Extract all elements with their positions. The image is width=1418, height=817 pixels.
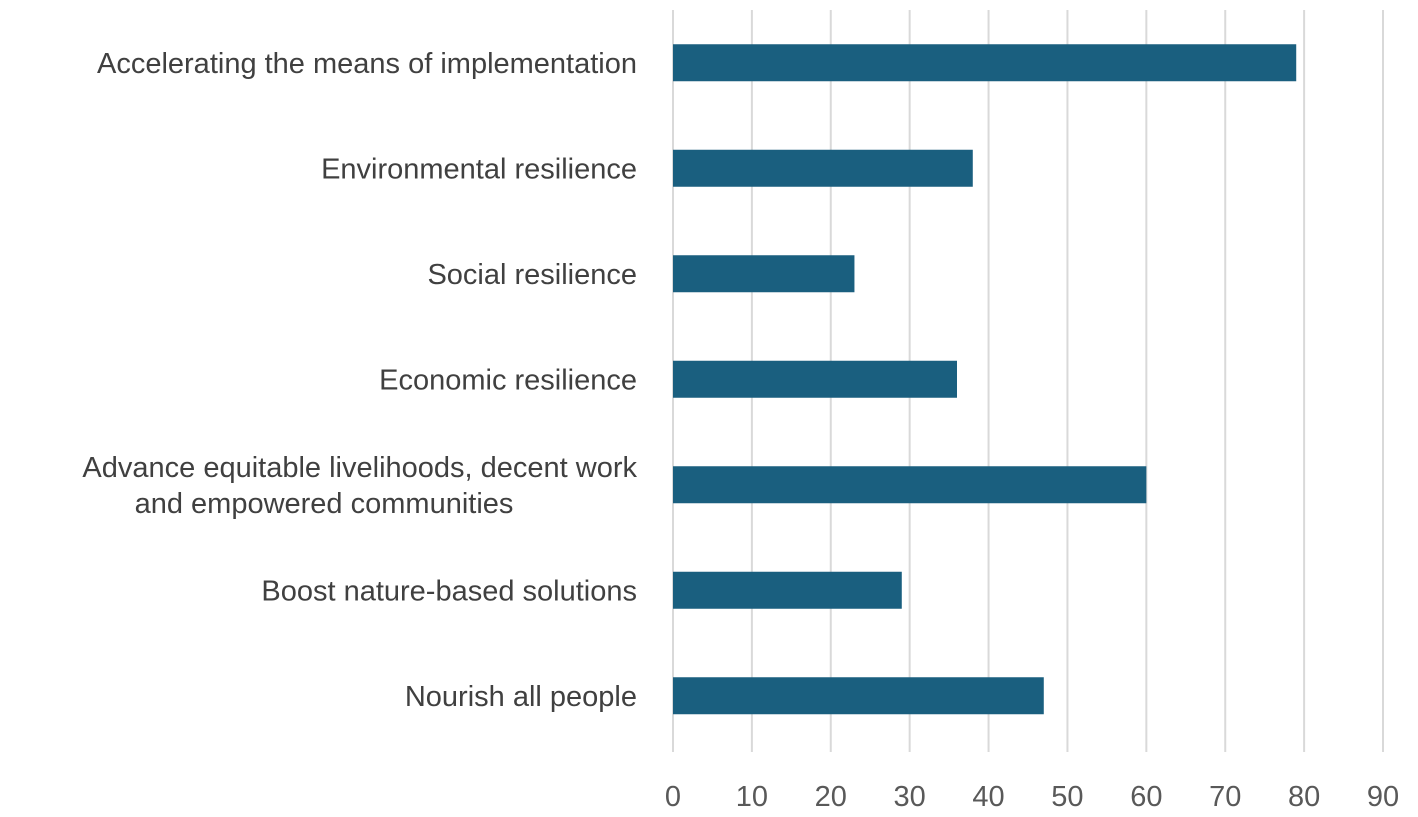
category-label-line: Boost nature-based solutions — [261, 575, 637, 607]
x-tick-label: 20 — [815, 781, 847, 813]
category-label-line: Advance equitable livelihoods, decent wo… — [82, 452, 637, 484]
category-label: Advance equitable livelihoods, decent wo… — [82, 452, 637, 520]
x-tick-label: 10 — [736, 781, 768, 813]
category-label: Environmental resilience — [321, 153, 637, 185]
category-label: Nourish all people — [405, 681, 637, 713]
x-tick-label: 60 — [1130, 781, 1162, 813]
category-label: Boost nature-based solutions — [261, 575, 637, 607]
category-label-line: and empowered communities — [135, 488, 514, 520]
category-label-line: Economic resilience — [379, 364, 637, 396]
bar — [673, 255, 855, 293]
x-tick-label: 50 — [1051, 781, 1083, 813]
x-tick-label: 80 — [1288, 781, 1320, 813]
bar — [673, 149, 973, 187]
bars — [673, 44, 1297, 715]
category-label-line: Nourish all people — [405, 681, 637, 713]
bar — [673, 571, 902, 609]
category-label-line: Accelerating the means of implementation — [97, 48, 637, 80]
category-label: Social resilience — [427, 259, 637, 291]
category-label-line: Social resilience — [427, 259, 637, 291]
bar — [673, 44, 1297, 82]
bar — [673, 677, 1044, 715]
x-tick-label: 90 — [1367, 781, 1399, 813]
x-axis-tick-labels: 0 10 20 30 40 50 60 70 80 90 — [665, 781, 1399, 813]
bar — [673, 360, 957, 398]
x-tick-label: 30 — [894, 781, 926, 813]
category-labels: Accelerating the means of implementation… — [82, 48, 637, 713]
category-label: Accelerating the means of implementation — [97, 48, 637, 80]
x-tick-label: 70 — [1209, 781, 1241, 813]
gridlines — [672, 10, 1384, 752]
x-tick-label: 40 — [972, 781, 1004, 813]
x-tick-label: 0 — [665, 781, 681, 813]
category-label-line: Environmental resilience — [321, 153, 637, 185]
bar — [673, 466, 1147, 504]
category-label: Economic resilience — [379, 364, 637, 396]
